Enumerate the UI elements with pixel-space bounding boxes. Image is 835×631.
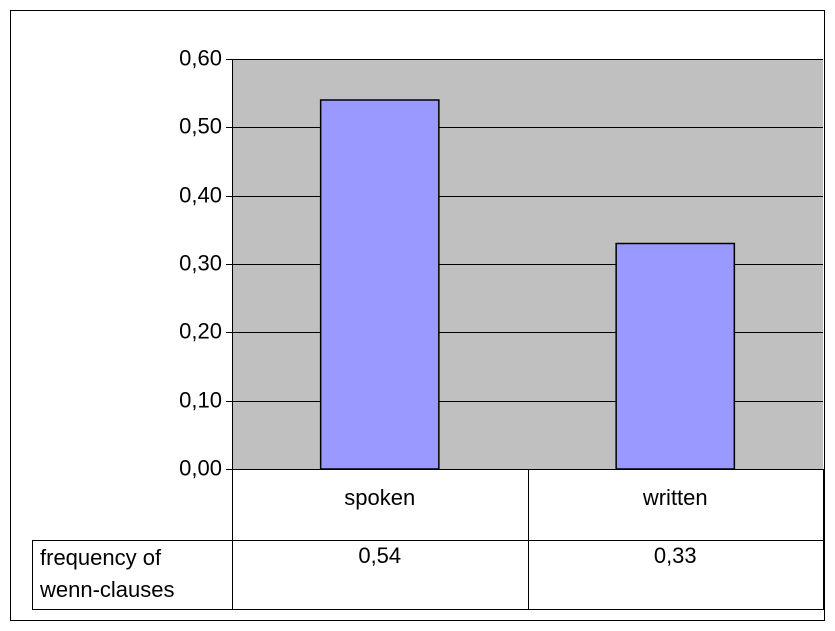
series-name: frequency of wenn-clauses <box>40 545 175 602</box>
y-tick-label: 0,00 <box>179 455 222 480</box>
x-tick-label: spoken <box>344 485 415 510</box>
y-tick-label: 0,40 <box>179 182 222 207</box>
x-tick-label: written <box>642 485 708 510</box>
table-value: 0,54 <box>358 543 401 568</box>
y-tick-label: 0,20 <box>179 318 222 343</box>
y-tick-label: 0,30 <box>179 250 222 275</box>
table-value: 0,33 <box>654 543 697 568</box>
bar <box>319 99 440 470</box>
bar <box>615 242 736 470</box>
y-tick-label: 0,10 <box>179 387 222 412</box>
y-tick-label: 0,60 <box>179 45 222 70</box>
data-table-lines <box>32 469 824 610</box>
y-tick-label: 0,50 <box>179 113 222 138</box>
